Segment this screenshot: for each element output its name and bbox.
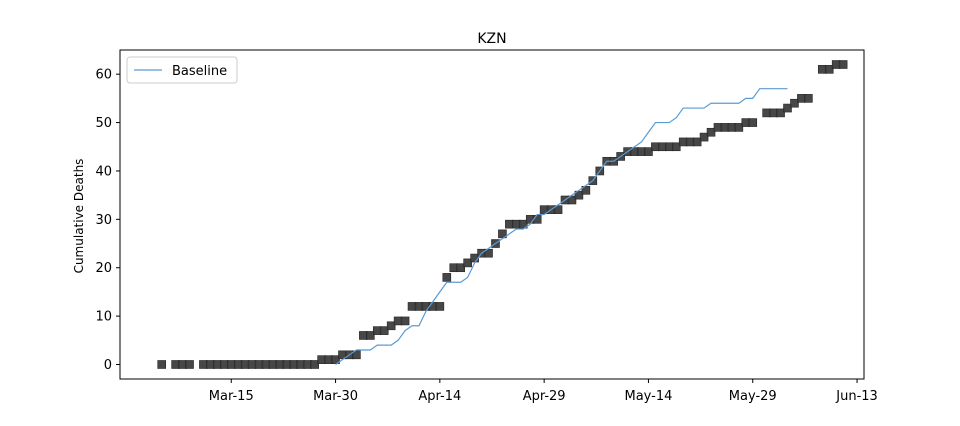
data-point [379, 326, 389, 335]
data-point [352, 350, 361, 360]
data-point [671, 142, 681, 152]
axes-frame [119, 49, 865, 380]
data-point [463, 258, 472, 268]
y-tick-label: 20 [95, 261, 112, 276]
data-point [310, 360, 319, 369]
y-tick-label: 60 [95, 68, 112, 83]
baseline-line [335, 88, 788, 365]
data-point [790, 98, 799, 108]
data-point [581, 186, 591, 195]
data-point [442, 273, 452, 282]
x-tick-label: Apr-29 [523, 389, 566, 404]
data-point [185, 360, 194, 369]
data-point [366, 331, 375, 340]
data-point [553, 205, 563, 214]
plot-area [157, 60, 848, 369]
data-point [644, 147, 653, 156]
data-point [386, 321, 396, 331]
x-tick-label: May-29 [729, 389, 777, 404]
data-point [331, 355, 340, 364]
data-point [776, 108, 785, 118]
y-tick-label: 10 [95, 310, 112, 325]
x-axis: Mar-15 Mar-30 Apr-14 Apr-29 May-14 May-29 Jun-… [209, 379, 878, 404]
x-tick-label: Mar-15 [209, 389, 254, 404]
x-tick-label: Apr-14 [418, 389, 461, 404]
data-point [400, 316, 410, 326]
y-tick-label: 30 [95, 213, 112, 228]
data-point [498, 229, 507, 239]
data-point [783, 103, 792, 113]
data-point [567, 195, 577, 205]
data-point [824, 65, 834, 74]
y-axis: 0 10 20 30 40 50 60 [95, 68, 120, 373]
y-axis-label: Cumulative Deaths [72, 159, 86, 274]
legend-box [126, 56, 238, 84]
y-tick-label: 50 [95, 116, 112, 131]
y-tick-label: 40 [95, 164, 112, 179]
data-point [456, 263, 466, 273]
x-tick-label: Jun-13 [835, 389, 878, 404]
x-tick-label: May-14 [625, 389, 673, 404]
chart-title: KZN [477, 31, 506, 47]
data-point [699, 132, 709, 142]
data-point [574, 190, 584, 200]
data-point [734, 123, 744, 132]
data-point [748, 118, 758, 127]
legend: Baseline [126, 56, 238, 84]
data-point [692, 137, 702, 147]
data-point [518, 219, 528, 229]
data-point [157, 360, 167, 369]
data-point [435, 302, 445, 311]
x-tick-label: Mar-30 [313, 389, 358, 404]
data-point [804, 94, 813, 103]
data-point [706, 127, 716, 137]
data-point [838, 60, 848, 69]
data-point [484, 248, 493, 258]
y-tick-label: 0 [104, 358, 112, 373]
legend-baseline-label: Baseline [172, 64, 227, 79]
